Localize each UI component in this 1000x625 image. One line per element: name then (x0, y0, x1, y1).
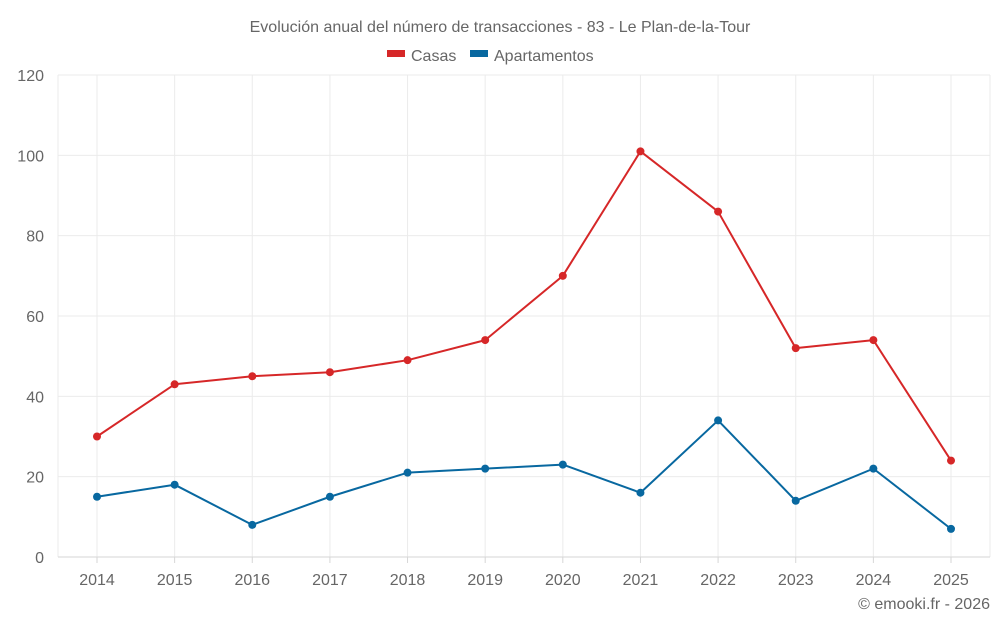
data-point-casas[interactable] (170, 380, 179, 389)
x-tick-label: 2023 (778, 572, 814, 589)
legend-swatch-apartamentos (470, 50, 488, 57)
data-point-apartamentos[interactable] (325, 492, 334, 501)
legend: Casas Apartamentos (387, 48, 594, 65)
chart-title: Evolución anual del número de transaccio… (250, 19, 751, 36)
data-point-apartamentos[interactable] (170, 480, 179, 489)
x-tick-label: 2021 (623, 572, 659, 589)
axes: 0 20 40 60 80 100 120 2014 2015 2016 2017 2018 2019 2… (17, 68, 990, 589)
x-tick-label: 2016 (234, 572, 270, 589)
y-tick-label: 120 (17, 68, 44, 85)
x-tick-label: 2014 (79, 572, 115, 589)
data-point-casas[interactable] (93, 432, 101, 441)
data-point-apartamentos[interactable] (636, 488, 645, 497)
data-point-casas[interactable] (791, 344, 800, 353)
data-point-apartamentos[interactable] (558, 460, 567, 469)
data-point-casas[interactable] (248, 372, 257, 381)
credit-text: © emooki.fr - 2026 (858, 596, 990, 613)
data-point-apartamentos[interactable] (947, 524, 955, 533)
legend-item-apartamentos[interactable]: Apartamentos (470, 48, 594, 65)
y-tick-label: 40 (26, 389, 44, 406)
data-point-apartamentos[interactable] (791, 496, 800, 505)
data-point-casas[interactable] (325, 368, 334, 377)
y-tick-label: 60 (26, 309, 44, 326)
data-point-apartamentos[interactable] (403, 468, 412, 477)
data-point-casas[interactable] (636, 147, 645, 156)
data-point-apartamentos[interactable] (93, 492, 101, 501)
series (93, 147, 955, 533)
data-point-casas[interactable] (714, 207, 723, 216)
x-tick-label: 2020 (545, 572, 581, 589)
legend-item-casas[interactable]: Casas (387, 48, 456, 65)
series-casas (93, 147, 955, 465)
data-point-casas[interactable] (947, 456, 955, 465)
x-tick-label: 2022 (700, 572, 736, 589)
series-line-apartamentos (96, 419, 952, 530)
data-point-casas[interactable] (403, 356, 412, 365)
legend-label-casas: Casas (411, 48, 456, 65)
x-tick-label: 2024 (856, 572, 892, 589)
y-tick-label: 0 (35, 550, 44, 567)
data-point-casas[interactable] (481, 336, 490, 345)
x-tick-label: 2025 (933, 572, 969, 589)
data-point-casas[interactable] (558, 271, 567, 280)
data-point-casas[interactable] (869, 336, 878, 345)
legend-swatch-casas (387, 50, 405, 57)
x-tick-label: 2019 (467, 572, 503, 589)
legend-label-apartamentos: Apartamentos (494, 48, 594, 65)
data-point-apartamentos[interactable] (248, 520, 257, 529)
data-point-apartamentos[interactable] (481, 464, 490, 473)
grid (57, 74, 991, 557)
data-point-apartamentos[interactable] (869, 464, 878, 473)
y-tick-label: 80 (26, 229, 44, 246)
y-tick-label: 20 (26, 470, 44, 487)
data-point-apartamentos[interactable] (714, 416, 723, 425)
x-tick-label: 2017 (312, 572, 348, 589)
series-apartamentos (93, 416, 955, 533)
x-tick-label: 2015 (157, 572, 193, 589)
series-line-casas (96, 150, 952, 462)
y-tick-label: 100 (17, 148, 44, 165)
x-tick-label: 2018 (390, 572, 426, 589)
